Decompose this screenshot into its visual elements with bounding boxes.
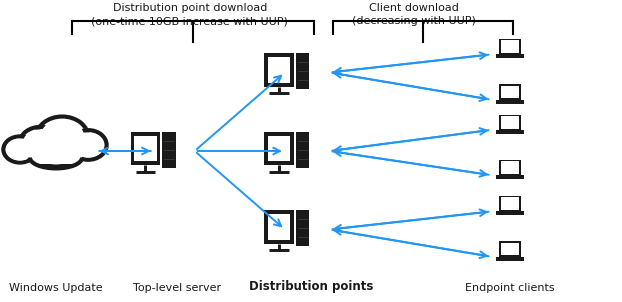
Bar: [267, 214, 290, 240]
Bar: [501, 86, 519, 98]
Bar: [499, 115, 521, 130]
Bar: [264, 132, 294, 165]
Ellipse shape: [6, 138, 34, 161]
Bar: [499, 196, 521, 211]
Bar: [296, 132, 309, 168]
Bar: [496, 211, 524, 215]
Text: Windows Update: Windows Update: [9, 283, 103, 293]
Text: Endpoint clients: Endpoint clients: [465, 283, 555, 293]
Bar: [499, 85, 521, 100]
Bar: [501, 116, 519, 129]
Bar: [267, 57, 290, 83]
Ellipse shape: [73, 132, 104, 158]
Ellipse shape: [36, 117, 88, 158]
Text: Client download
(decreasing with UUP): Client download (decreasing with UUP): [351, 3, 476, 26]
Bar: [501, 161, 519, 174]
Bar: [496, 100, 524, 104]
Bar: [501, 243, 519, 255]
Ellipse shape: [35, 144, 77, 164]
FancyBboxPatch shape: [30, 150, 82, 164]
Ellipse shape: [19, 127, 62, 160]
Bar: [296, 53, 309, 89]
Ellipse shape: [3, 137, 37, 162]
Text: Distribution point download
(one-time 10GB increase with UUP): Distribution point download (one-time 10…: [91, 3, 288, 26]
Text: Top-level server: Top-level server: [133, 283, 221, 293]
Bar: [499, 242, 521, 257]
Ellipse shape: [40, 120, 85, 155]
Bar: [296, 210, 309, 246]
Bar: [134, 136, 157, 161]
Bar: [267, 136, 290, 161]
Bar: [131, 132, 160, 165]
Bar: [501, 40, 519, 53]
Bar: [162, 132, 175, 168]
Bar: [501, 198, 519, 210]
Ellipse shape: [22, 129, 58, 158]
Ellipse shape: [32, 142, 80, 166]
Text: Distribution points: Distribution points: [249, 280, 373, 293]
Bar: [496, 257, 524, 261]
Ellipse shape: [70, 130, 106, 160]
Bar: [499, 39, 521, 54]
Bar: [496, 54, 524, 58]
Bar: [496, 175, 524, 179]
Bar: [264, 210, 294, 244]
Bar: [264, 53, 294, 87]
Bar: [499, 160, 521, 175]
Bar: [496, 130, 524, 134]
